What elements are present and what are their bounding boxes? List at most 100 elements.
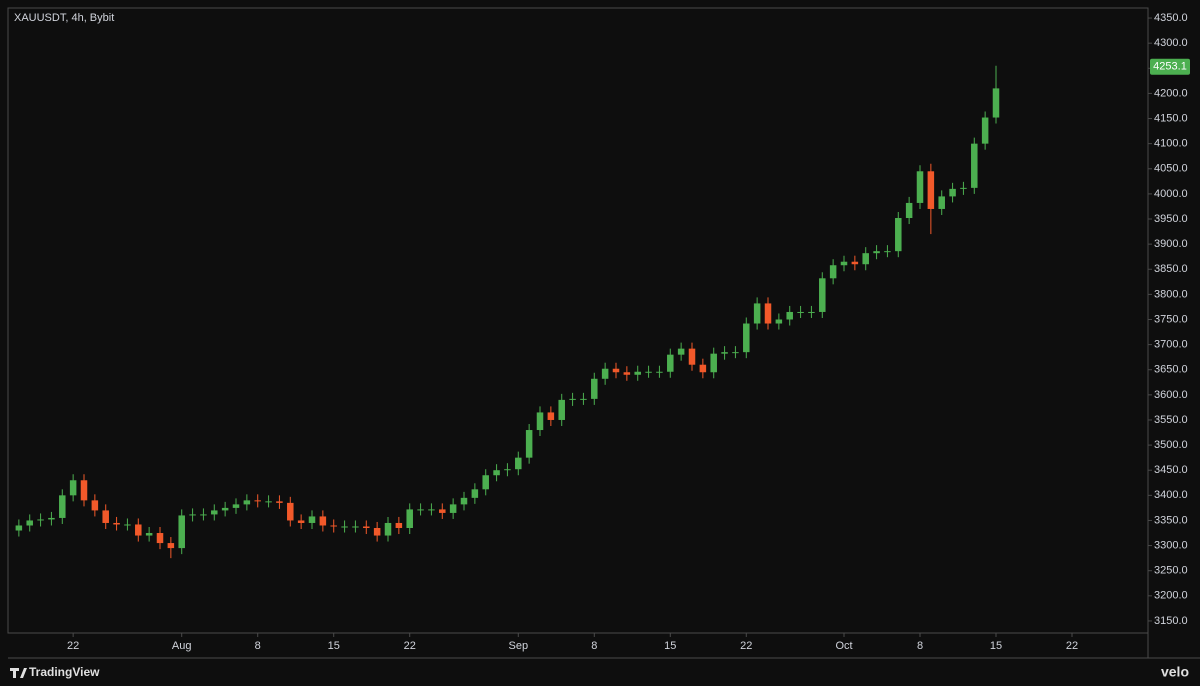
candle-body [243, 500, 251, 505]
candle-body [254, 500, 261, 502]
y-tick-label: 3350.0 [1154, 514, 1188, 526]
y-tick-label: 3750.0 [1154, 313, 1188, 325]
candle-body [536, 412, 544, 431]
candle-body [808, 311, 815, 313]
candle-body [37, 519, 44, 521]
y-tick-label: 3700.0 [1154, 339, 1188, 351]
y-tick-label: 3200.0 [1154, 590, 1188, 602]
y-tick-label: 3450.0 [1154, 464, 1188, 476]
candle-body [211, 510, 218, 515]
candle-body [69, 480, 77, 496]
candle-body [753, 303, 761, 324]
candle-body [145, 533, 153, 536]
candle-body [221, 507, 229, 511]
candle-body [851, 261, 859, 265]
candle-body [721, 352, 728, 354]
candle-body [504, 469, 511, 471]
candle-body [971, 143, 978, 188]
y-tick-label: 3650.0 [1154, 364, 1188, 376]
candle-body [623, 372, 631, 375]
candle-body [48, 517, 55, 520]
y-tick-label: 4350.0 [1154, 12, 1188, 24]
candle-body [525, 430, 533, 458]
candle-body [688, 348, 696, 365]
candle-body [449, 504, 457, 513]
candle-body [743, 323, 750, 353]
candle-body [178, 515, 185, 549]
x-tick-label: Oct [835, 640, 852, 652]
x-tick-label: 22 [740, 640, 752, 652]
candle-body [634, 371, 641, 375]
candle-body [352, 526, 359, 528]
candle-body [992, 88, 1000, 118]
candle-body [960, 187, 967, 189]
candle-body [927, 171, 935, 209]
x-tick-label: 8 [591, 640, 597, 652]
candle-body [764, 303, 772, 324]
y-tick-label: 4100.0 [1154, 138, 1188, 150]
candle-body [819, 278, 826, 312]
x-tick-label: 8 [917, 640, 923, 652]
y-tick-label: 3600.0 [1154, 389, 1188, 401]
x-tick-label: 15 [990, 640, 1002, 652]
candle-body [91, 500, 99, 511]
candle-body [156, 533, 164, 544]
candle-body [428, 509, 435, 511]
candle-body [124, 524, 131, 526]
y-tick-label: 4200.0 [1154, 87, 1188, 99]
candle-body [949, 188, 956, 197]
y-tick-label: 4150.0 [1154, 112, 1188, 124]
candle-body [135, 524, 142, 536]
candle-body [15, 525, 23, 531]
candle-body [406, 509, 413, 528]
candle-body [276, 501, 283, 503]
candle-body [775, 319, 783, 324]
y-tick-label: 3400.0 [1154, 489, 1188, 501]
candle-body [232, 504, 240, 508]
candle-body [884, 251, 891, 253]
candle-body [384, 522, 392, 536]
candle-body [873, 251, 880, 254]
candle-body [363, 526, 370, 528]
x-tick-label: 15 [328, 640, 340, 652]
candle-body [189, 514, 196, 516]
candle-body [297, 520, 305, 523]
candle-body [373, 527, 381, 536]
candle-body [547, 412, 555, 420]
y-tick-label: 3150.0 [1154, 615, 1188, 627]
candle-body [515, 457, 522, 470]
candle-body [569, 398, 576, 400]
candle-body [102, 510, 109, 523]
candle-body [786, 311, 793, 320]
candle-body [938, 196, 945, 209]
y-tick-label: 4000.0 [1154, 188, 1188, 200]
candle-body [981, 117, 989, 144]
candle-body [417, 509, 424, 511]
candle-body [916, 171, 924, 203]
candle-body [612, 368, 620, 373]
y-tick-label: 4300.0 [1154, 37, 1188, 49]
candle-body [829, 265, 837, 279]
candle-body [200, 514, 207, 516]
candle-body [601, 368, 609, 379]
candle-body [80, 480, 88, 501]
y-tick-label: 3550.0 [1154, 414, 1188, 426]
candle-body [113, 522, 120, 525]
y-tick-label: 3300.0 [1154, 539, 1188, 551]
candle-body [656, 371, 663, 373]
candle-body [287, 502, 294, 521]
watermark: velo [1161, 664, 1189, 680]
brand-logo [10, 668, 27, 678]
y-tick-label: 3850.0 [1154, 263, 1188, 275]
candle-body [677, 348, 685, 355]
candle-body [308, 516, 316, 523]
y-tick-label: 3250.0 [1154, 565, 1188, 577]
candle-body [167, 543, 175, 549]
candle-body [580, 398, 587, 400]
candle-body [895, 218, 902, 252]
candle-body [699, 364, 707, 373]
last-price-box [1150, 58, 1190, 75]
